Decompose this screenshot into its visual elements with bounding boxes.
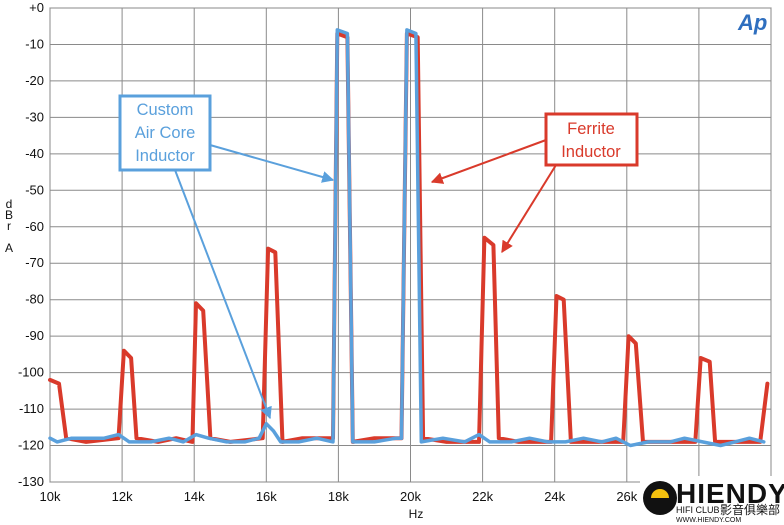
y-tick-label: -110	[19, 401, 44, 416]
y-tick-label: -100	[18, 365, 44, 380]
y-tick-label: -50	[25, 182, 44, 197]
y-tick-label: -30	[25, 109, 44, 124]
annotation-ferrite-arrow-1	[430, 139, 547, 184]
y-tick-label: -130	[18, 474, 44, 489]
annotation-custom-line-2: Air Core	[135, 124, 196, 142]
y-axis-label-letter: A	[5, 241, 13, 255]
annotation-ferrite-box	[544, 112, 639, 167]
ap-logo: Ap	[737, 10, 767, 35]
y-tick-label: -40	[25, 146, 44, 161]
series-group	[48, 28, 770, 448]
x-tick-label: 26k	[616, 489, 637, 504]
x-tick-label: 22k	[472, 489, 493, 504]
annotation-ferrite-line-2: Inductor	[561, 143, 621, 161]
y-tick-label: -20	[25, 73, 44, 88]
annotation-custom-air-core: Custom Air Core Inductor	[118, 94, 335, 420]
annotation-custom-line-3: Inductor	[135, 147, 195, 165]
watermark-url: WWW.HIENDY.COM	[676, 517, 741, 524]
series-line-custom-air-core	[48, 28, 766, 448]
y-tick-label: -120	[18, 438, 44, 453]
annotation-ferrite-arrow-2	[501, 164, 557, 254]
annotation-custom-arrow-1	[209, 144, 335, 183]
y-tick-label: +0	[29, 0, 44, 15]
grid	[49, 7, 772, 483]
x-tick-label: 10k	[40, 489, 61, 504]
watermark-cjk: 影音俱樂部	[720, 502, 780, 517]
x-tick-label: 16k	[256, 489, 277, 504]
y-tick-label: -70	[25, 255, 44, 270]
annotation-ferrite-line-1: Ferrite	[567, 120, 615, 138]
x-tick-label: 14k	[184, 489, 205, 504]
watermark: HIENDY HIFI CLUB 影音俱樂部 WWW.HIENDY.COM	[640, 476, 784, 525]
y-tick-label: -60	[25, 219, 44, 234]
x-tick-label: 12k	[112, 489, 133, 504]
annotation-ferrite: Ferrite Inductor	[430, 112, 639, 254]
y-tick-labels: +0 -10 -20 -30 -40 -50 -60 -70 -80 -90 -100 -110 -12…	[18, 0, 44, 489]
annotation-custom-arrow-2	[174, 169, 272, 420]
y-axis-label-letter: r	[7, 219, 11, 233]
y-axis-label-letter: d	[6, 197, 13, 211]
y-tick-label: -80	[25, 292, 44, 307]
y-tick-label: -10	[25, 36, 44, 51]
x-axis-label: Hz	[409, 507, 424, 521]
annotation-custom-box	[118, 94, 212, 172]
x-tick-label: 20k	[400, 489, 421, 504]
watermark-subtitle: HIFI CLUB	[676, 505, 720, 515]
x-tick-label: 18k	[328, 489, 349, 504]
annotation-custom-line-1: Custom	[137, 101, 194, 119]
watermark-brand: HIENDY	[676, 478, 784, 509]
y-tick-label: -90	[25, 328, 44, 343]
x-tick-label: 24k	[544, 489, 565, 504]
y-axis-label-letter: B	[5, 208, 13, 222]
